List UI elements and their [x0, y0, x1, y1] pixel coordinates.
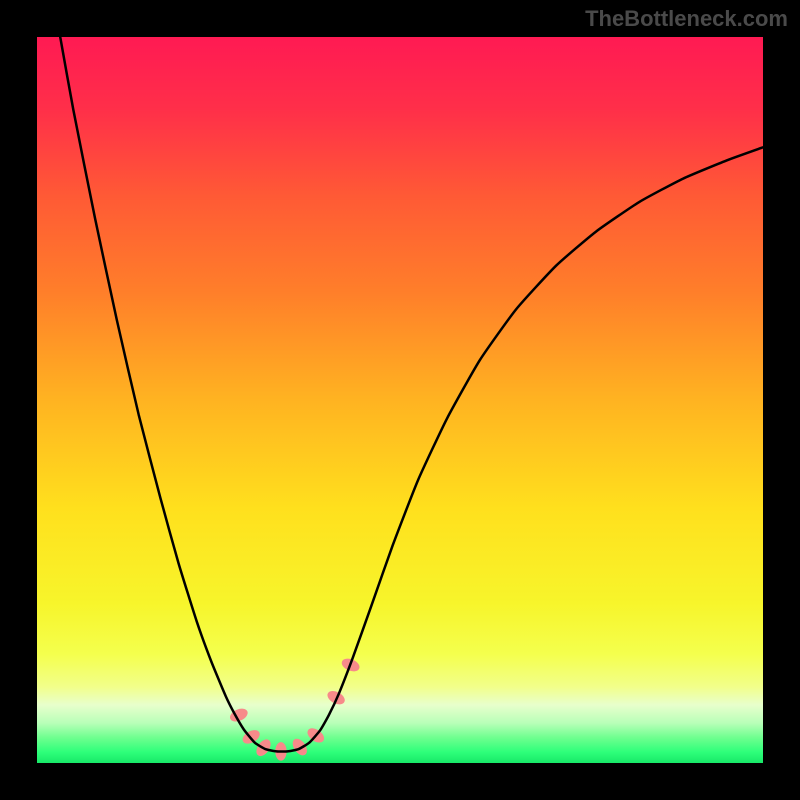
chart-svg — [37, 37, 763, 763]
chart-gradient-background — [37, 37, 763, 763]
watermark-text: TheBottleneck.com — [585, 6, 788, 32]
chart-plot-area — [37, 37, 763, 763]
